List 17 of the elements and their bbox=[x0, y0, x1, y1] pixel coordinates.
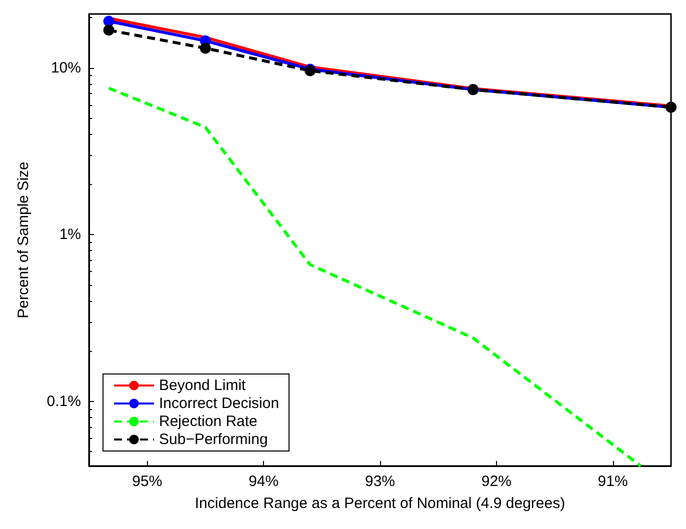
x-tick-label: 92% bbox=[481, 473, 512, 490]
line-series bbox=[107, 86, 642, 468]
x-axis-title: Incidence Range as a Percent of Nominal (4.9 degrees) bbox=[194, 495, 566, 512]
legend-label: Rejection Rate bbox=[159, 413, 258, 430]
y-tick-label: 1% bbox=[59, 226, 81, 244]
point bbox=[200, 42, 211, 54]
legend-label: Sub−Performing bbox=[159, 431, 268, 448]
point bbox=[103, 24, 114, 36]
x-tick-label: 95% bbox=[132, 473, 162, 490]
y-tick-label: 0.1% bbox=[46, 392, 81, 410]
x-tick-label: 93% bbox=[364, 473, 396, 490]
x-tick-label: 94% bbox=[248, 473, 279, 490]
y-tick-label: 10% bbox=[50, 59, 81, 76]
legend-label: Incorrect Decision bbox=[159, 395, 280, 412]
x-tick-label: 91% bbox=[598, 473, 628, 490]
legend-label: Beyond Limit bbox=[159, 377, 247, 394]
y-axis-title: Percent of Sample Size bbox=[15, 162, 32, 318]
